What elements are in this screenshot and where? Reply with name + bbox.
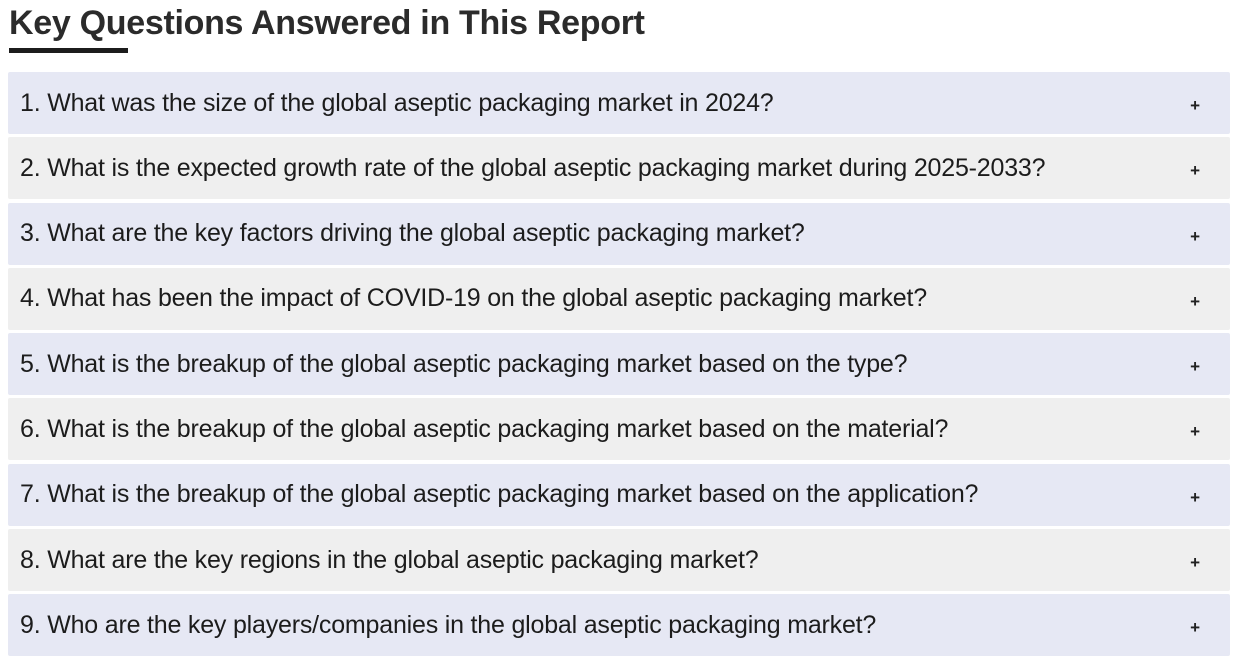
faq-question: 3. What are the key factors driving the …: [20, 219, 805, 248]
faq-question: 5. What is the breakup of the global ase…: [20, 349, 908, 378]
expand-plus-icon[interactable]: +: [1190, 291, 1200, 311]
faq-item-2[interactable]: 2. What is the expected growth rate of t…: [8, 137, 1230, 200]
faq-question: 4. What has been the impact of COVID-19 …: [20, 284, 927, 313]
expand-plus-icon[interactable]: +: [1190, 618, 1200, 638]
expand-plus-icon[interactable]: +: [1190, 357, 1200, 377]
faq-item-5[interactable]: 5. What is the breakup of the global ase…: [8, 333, 1230, 396]
faq-item-3[interactable]: 3. What are the key factors driving the …: [8, 202, 1230, 265]
faq-item-7[interactable]: 7. What is the breakup of the global ase…: [8, 463, 1230, 526]
expand-plus-icon[interactable]: +: [1190, 422, 1200, 442]
faq-question: 1. What was the size of the global asept…: [20, 88, 774, 117]
expand-plus-icon[interactable]: +: [1190, 553, 1200, 573]
faq-item-8[interactable]: 8. What are the key regions in the globa…: [8, 529, 1230, 592]
faq-question: 6. What is the breakup of the global ase…: [20, 414, 949, 443]
faq-question: 8. What are the key regions in the globa…: [20, 545, 759, 574]
faq-item-1[interactable]: 1. What was the size of the global asept…: [8, 72, 1230, 134]
faq-question: 2. What is the expected growth rate of t…: [20, 153, 1046, 182]
faq-question: 7. What is the breakup of the global ase…: [20, 480, 979, 509]
faq-item-4[interactable]: 4. What has been the impact of COVID-19 …: [8, 267, 1230, 330]
faq-item-9[interactable]: 9. Who are the key players/companies in …: [8, 594, 1230, 657]
faq-item-6[interactable]: 6. What is the breakup of the global ase…: [8, 398, 1230, 461]
expand-plus-icon[interactable]: +: [1190, 161, 1200, 181]
faq-question: 9. Who are the key players/companies in …: [20, 610, 877, 639]
section-heading: Key Questions Answered in This Report: [9, 4, 645, 42]
expand-plus-icon[interactable]: +: [1190, 226, 1200, 246]
expand-plus-icon[interactable]: +: [1190, 487, 1200, 507]
heading-underline: [9, 48, 128, 53]
expand-plus-icon[interactable]: +: [1190, 96, 1200, 116]
faq-list: 1. What was the size of the global asept…: [8, 72, 1230, 660]
